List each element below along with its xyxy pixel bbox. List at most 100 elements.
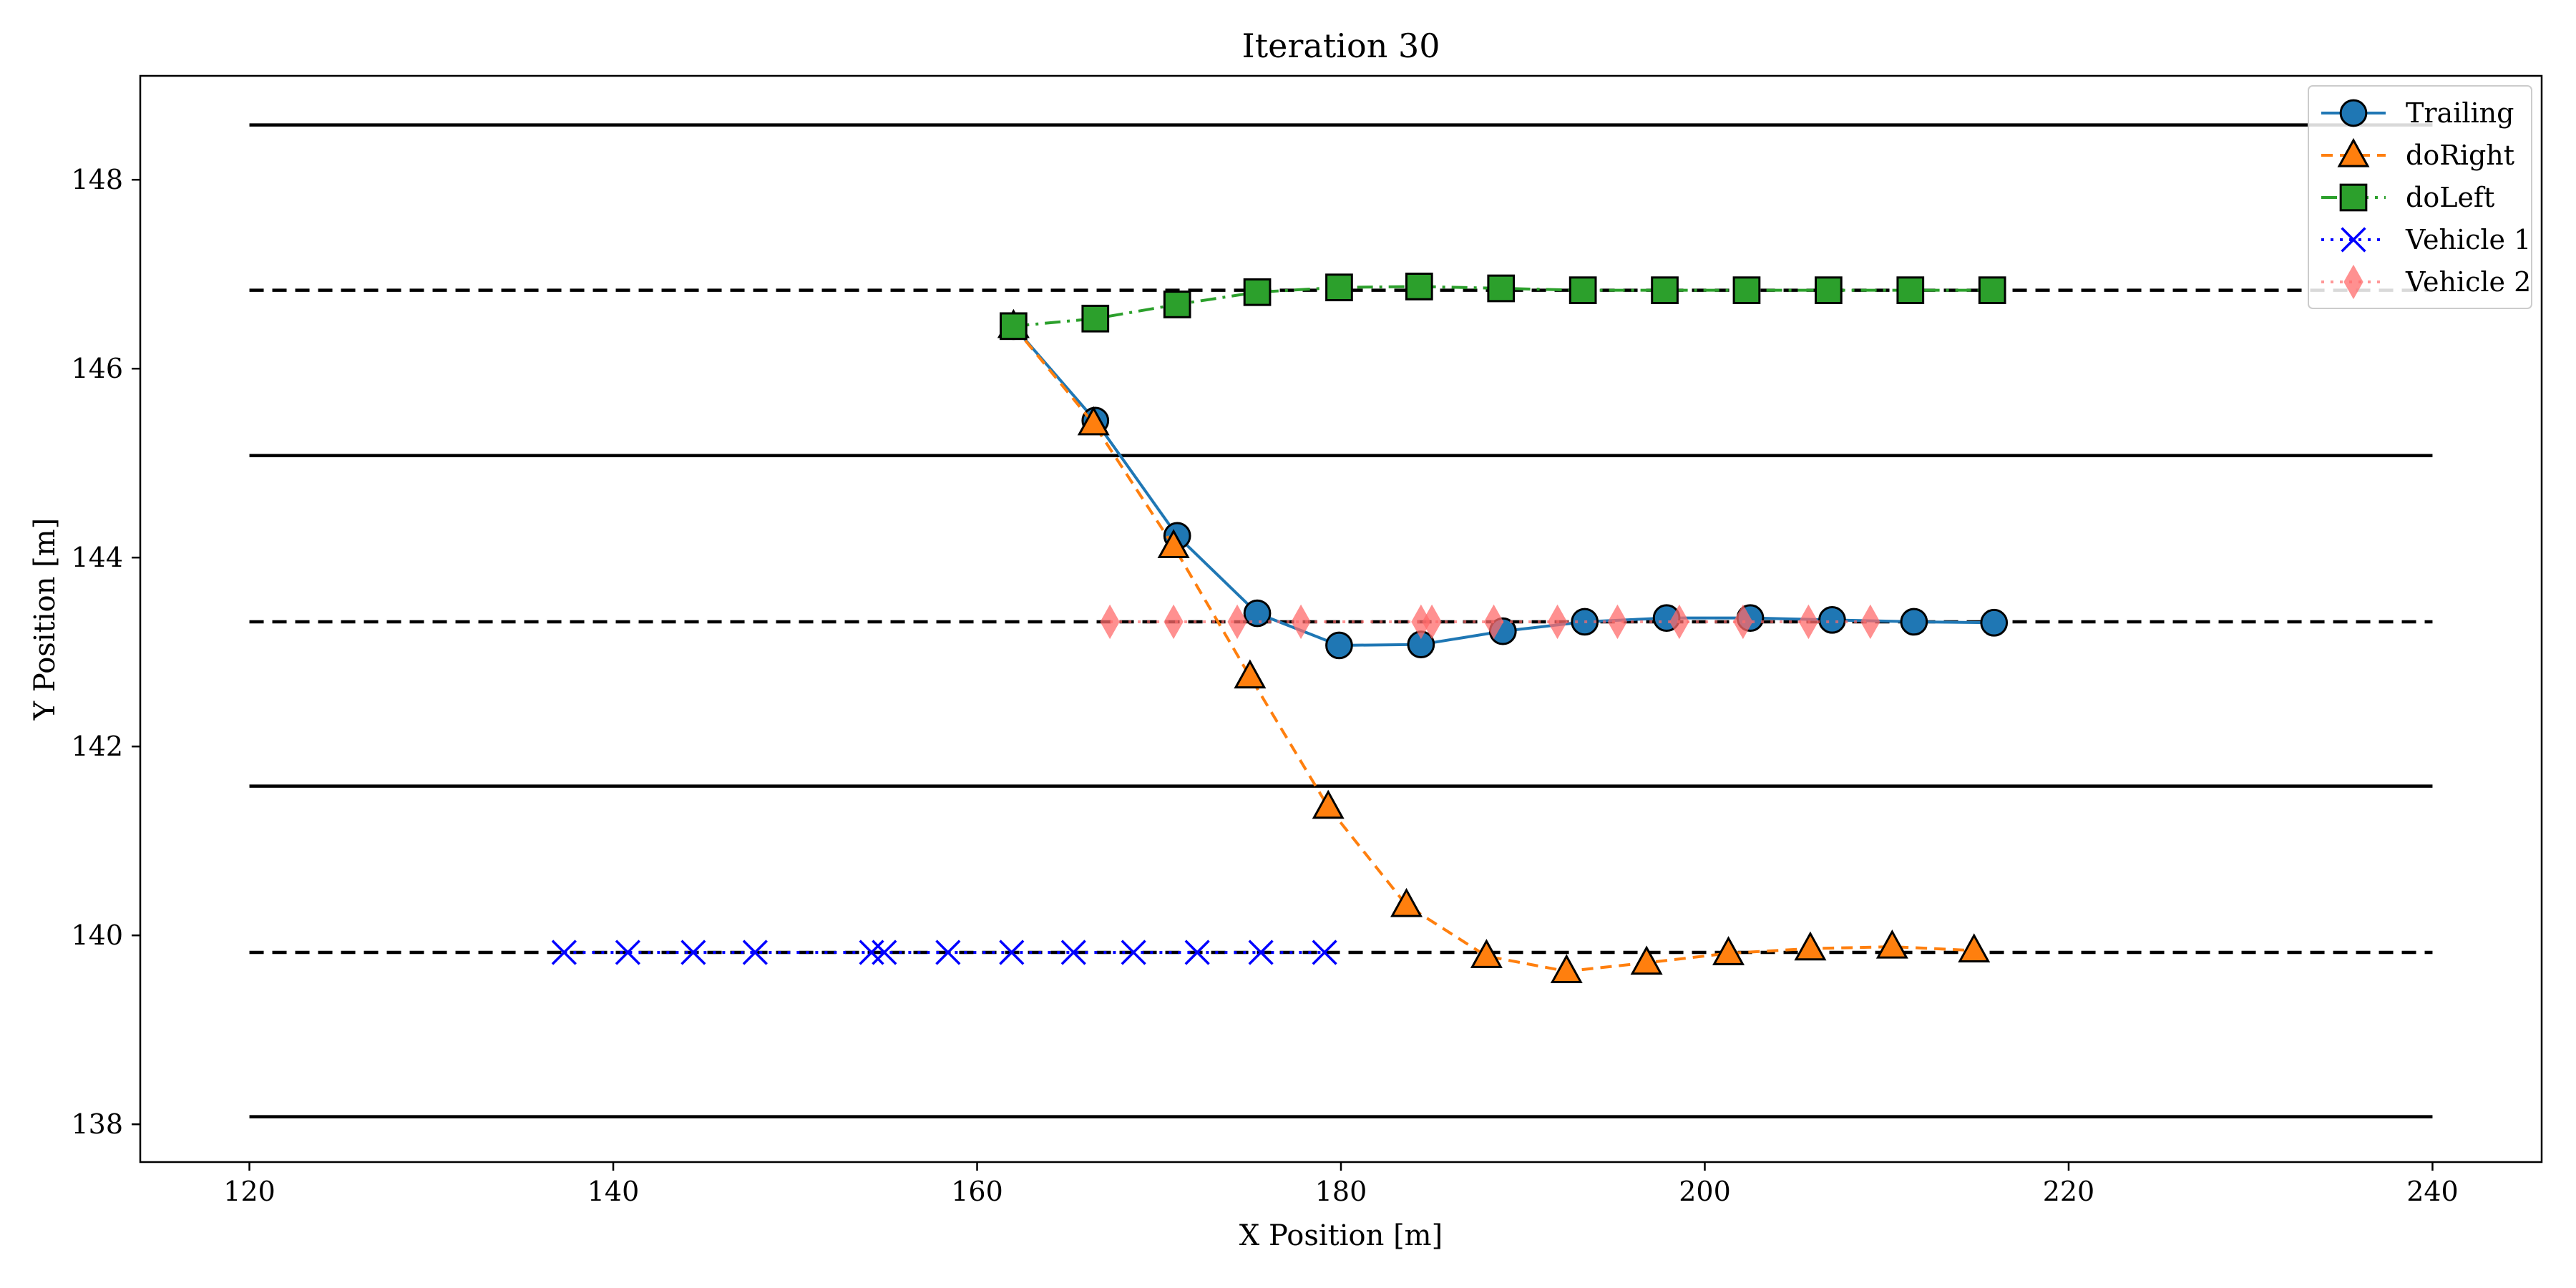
data-point-vehicle-1-2 [615, 940, 640, 965]
data-point-vehicle-2-13 [1860, 604, 1880, 640]
y-axis: 138 140 142 144 146 148 [71, 164, 140, 1140]
data-point-vehicle-1-13-stroke-b [1312, 940, 1337, 965]
legend-label-doleft: doLeft [2406, 182, 2494, 213]
y-tick-label-148: 148 [71, 164, 123, 195]
data-point-vehicle-2-12 [1798, 604, 1819, 640]
data-point-vehicle-2-8 [1547, 604, 1568, 640]
data-point-vehicle-1-10 [1121, 940, 1146, 965]
x-tick-label-160: 160 [951, 1176, 1003, 1207]
legend-item-vehicle-2: Vehicle 2 [2321, 264, 2531, 300]
x-tick-label-200: 200 [1679, 1176, 1731, 1207]
legend-item-doright: doRight [2321, 137, 2514, 171]
data-point-vehicle-2-10 [1669, 604, 1689, 640]
data-point-vehicle-1-8-stroke-b [999, 940, 1025, 965]
x-tick-label-240: 240 [2406, 1176, 2459, 1207]
data-point-vehicle-2-1 [1100, 604, 1120, 640]
data-point-doleft-5 [1325, 273, 1353, 302]
legend-item-doleft: doLeft [2321, 182, 2494, 213]
legend-marker-doright [2337, 137, 2370, 167]
data-point-doright-13 [1958, 933, 1991, 962]
data-point-vehicle-2-7 [1483, 604, 1504, 640]
data-point-doleft-10 [1732, 276, 1761, 304]
data-point-doright-8 [1550, 954, 1583, 983]
data-point-doleft-12 [1896, 276, 1925, 304]
data-point-doleft-4 [1243, 278, 1272, 306]
data-point-doright-6 [1390, 887, 1423, 917]
legend-marker-doleft [2339, 183, 2368, 212]
y-tick-label-144: 144 [71, 542, 123, 573]
data-point-doright-12 [1875, 929, 1908, 959]
data-point-doright-9 [1630, 945, 1663, 975]
data-point-vehicle-1-1 [551, 940, 577, 965]
x-axis-label: X Position [m] [1239, 1219, 1443, 1252]
data-point-vehicle-2-3 [1227, 604, 1247, 640]
data-point-vehicle-1-11 [1184, 940, 1210, 965]
y-tick-label-138: 138 [71, 1108, 123, 1140]
data-point-doleft-13 [1978, 276, 2006, 304]
data-point-vehicle-1-3-stroke-b [680, 940, 706, 965]
legend: Trailing doRight doLeft Vehicle 1 Vehicle 2 [2308, 85, 2532, 309]
data-point-vehicle-1-2-stroke-b [615, 940, 640, 965]
data-point-vehicle-1-9-stroke-b [1060, 940, 1086, 965]
data-point-trailing-4 [1243, 599, 1272, 628]
data-point-vehicle-1-13 [1312, 940, 1337, 965]
data-point-trailing-11 [1818, 605, 1846, 634]
data-point-vehicle-1-4 [742, 940, 768, 965]
data-point-vehicle-1-4-stroke-b [742, 940, 768, 965]
data-point-vehicle-1-3 [680, 940, 706, 965]
series-vehicle-2 [1100, 604, 1880, 640]
data-point-vehicle-1-1-stroke-b [551, 940, 577, 965]
data-point-vehicle-1-12-stroke-b [1248, 940, 1274, 965]
legend-marker-vehicle-2 [2343, 264, 2363, 300]
data-point-vehicle-2-9 [1607, 604, 1628, 640]
x-axis: 120 140 160 180 200 220 240 [223, 1162, 2459, 1207]
data-point-vehicle-2-11 [1733, 604, 1753, 640]
data-point-doleft-7 [1487, 274, 1516, 303]
legend-box [2308, 85, 2532, 309]
data-point-vehicle-1-5-stroke-b [859, 940, 884, 965]
legend-label-vehicle-2: Vehicle 2 [2405, 266, 2531, 298]
data-point-doleft-1 [1000, 312, 1028, 341]
data-point-vehicle-1-11-stroke-b [1184, 940, 1210, 965]
data-point-vehicle-1-7 [935, 940, 961, 965]
chart-title: Iteration 30 [1242, 26, 1440, 65]
data-point-doleft-2 [1081, 304, 1110, 333]
data-point-doleft-9 [1651, 276, 1679, 304]
data-point-vehicle-2-5 [1411, 604, 1431, 640]
series-doleft [1000, 273, 2006, 341]
data-point-vehicle-1-10-stroke-b [1121, 940, 1146, 965]
legend-item-trailing: Trailing [2321, 97, 2514, 129]
y-tick-label-142: 142 [71, 731, 123, 762]
data-point-doright-4 [1234, 659, 1267, 689]
data-point-trailing-12 [1900, 608, 1928, 636]
data-point-vehicle-1-5 [859, 940, 884, 965]
data-point-doleft-3 [1163, 291, 1191, 318]
data-point-doright-5 [1312, 789, 1345, 819]
data-point-vehicle-2-6 [1422, 604, 1442, 640]
plot-area [139, 74, 2543, 1163]
data-point-doleft-11 [1815, 276, 1843, 304]
data-point-doright-2 [1077, 406, 1110, 436]
data-point-doleft-8 [1568, 276, 1597, 304]
data-point-trailing-5 [1325, 631, 1353, 660]
data-point-vehicle-1-6-stroke-b [872, 940, 897, 965]
x-tick-label-220: 220 [2043, 1176, 2095, 1207]
x-tick-label-120: 120 [223, 1176, 275, 1207]
legend-marker-vehicle-1-stroke-b [2341, 227, 2366, 253]
legend-label-vehicle-1: Vehicle 1 [2405, 224, 2531, 255]
legend-marker-trailing [2339, 99, 2368, 127]
data-point-doright-11 [1794, 931, 1827, 961]
legend-label-trailing: Trailing [2406, 97, 2514, 129]
data-point-doright-10 [1712, 936, 1745, 965]
data-point-vehicle-1-7-stroke-b [935, 940, 961, 965]
y-tick-label-146: 146 [71, 353, 123, 384]
data-point-vehicle-1-6 [872, 940, 897, 965]
series-layer [551, 273, 2009, 983]
lane-lines [249, 123, 2433, 1118]
data-point-vehicle-2-4 [1291, 604, 1311, 640]
data-point-doleft-6 [1405, 273, 1433, 301]
data-point-trailing-13 [1980, 608, 2009, 637]
legend-item-vehicle-1: Vehicle 1 [2321, 224, 2531, 255]
